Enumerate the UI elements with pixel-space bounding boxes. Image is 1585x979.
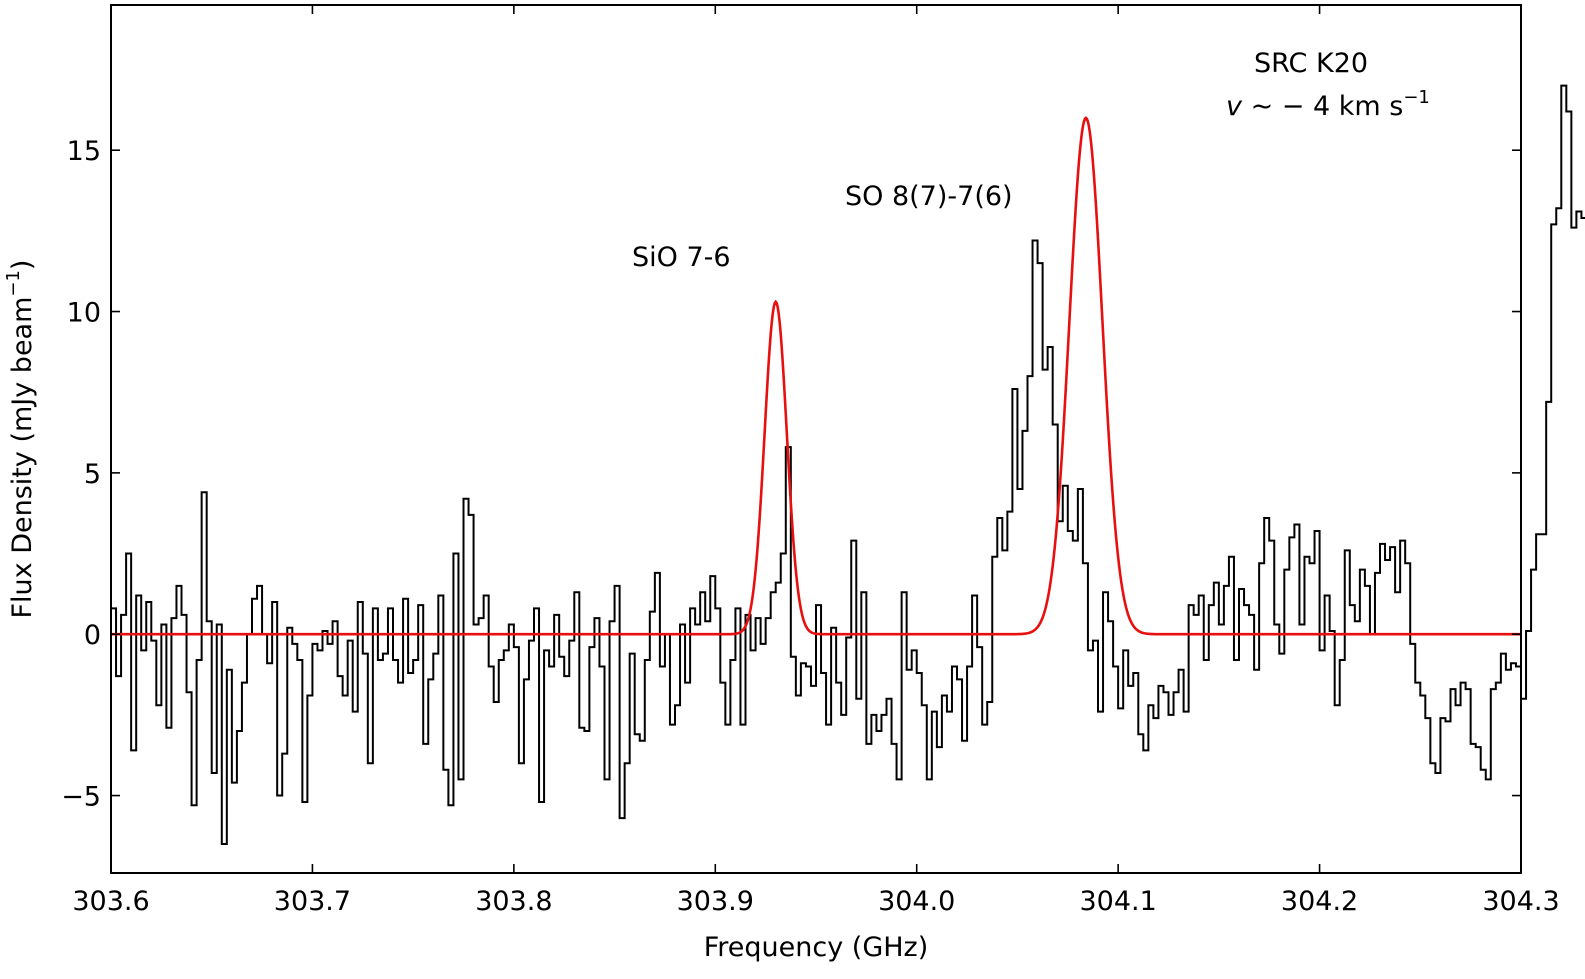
x-tick-label: 304.0 (878, 886, 955, 917)
y-tick-label: 0 (84, 620, 101, 651)
sio-line-label: SiO 7-6 (632, 242, 731, 273)
x-tick-label: 304.2 (1281, 886, 1358, 917)
velocity-label: v ∼ − 4 km s−1 (1226, 87, 1430, 122)
y-tick-label: −5 (61, 782, 101, 813)
plot-area (111, 84, 1585, 845)
observed-spectrum-line (111, 84, 1585, 845)
x-tick-label: 303.7 (274, 886, 351, 917)
source-name-label: SRC K20 (1254, 48, 1368, 79)
x-tick-label: 303.8 (475, 886, 552, 917)
y-tick-label: 10 (67, 298, 101, 329)
x-tick-label: 303.9 (677, 886, 754, 917)
x-tick-label: 303.6 (72, 886, 149, 917)
y-tick-label: 5 (84, 459, 101, 490)
x-axis-label: Frequency (GHz) (704, 932, 929, 963)
x-tick-label: 304.1 (1079, 886, 1156, 917)
y-tick-label: 15 (67, 136, 101, 167)
axis-ticks: 303.6 303.7 303.8 303.9 304.0 304.1 304.2 304.3… (61, 5, 1560, 917)
gaussian-fit-line (111, 116, 1521, 636)
so-line-label: SO 8(7)-7(6) (845, 181, 1013, 212)
plot-frame (110, 4, 1522, 874)
y-axis-label: Flux Density (mJy beam−1) (3, 260, 38, 619)
x-tick-label: 304.3 (1482, 886, 1559, 917)
